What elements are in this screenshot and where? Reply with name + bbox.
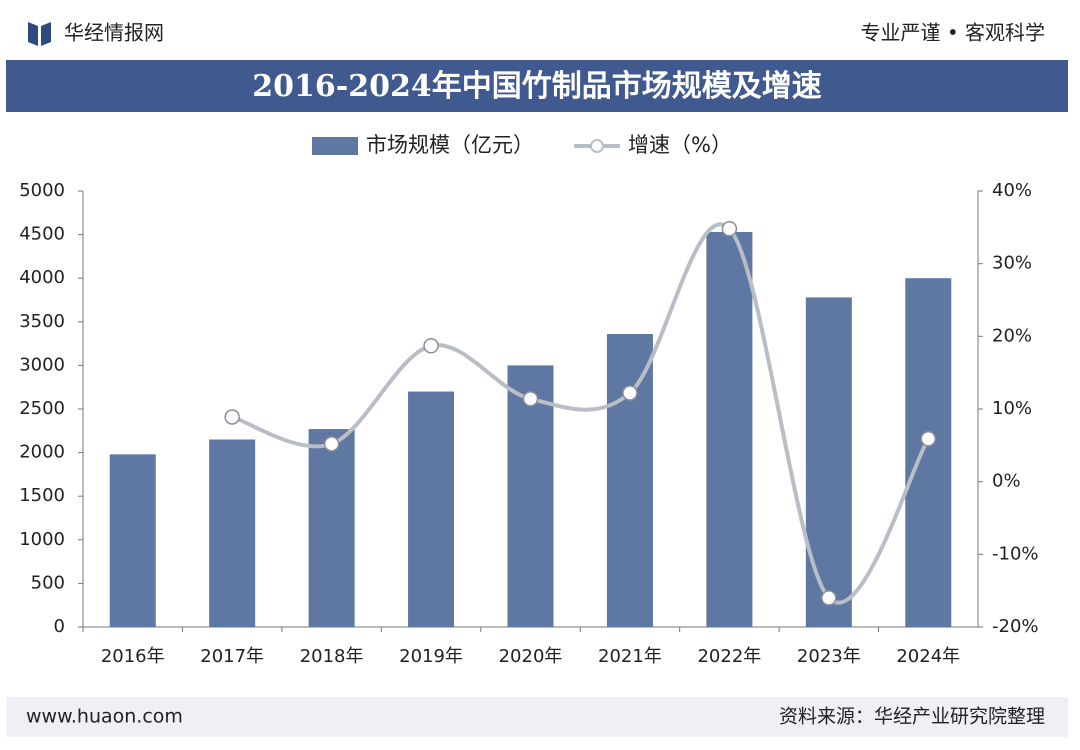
y-tick-label: 3500: [19, 311, 65, 332]
point: [423, 338, 439, 354]
y-tick-label: 5000: [19, 180, 65, 201]
y2-tick-label: 30%: [992, 253, 1032, 274]
x-tick-label: 2020年: [499, 646, 563, 667]
x-tick-label: 2022年: [697, 646, 761, 667]
y2-tick-label: -10%: [992, 543, 1039, 564]
y2-tick-label: 40%: [992, 180, 1032, 201]
y-tick-label: 4500: [19, 224, 65, 245]
x-tick-label: 2023年: [797, 646, 861, 667]
point: [323, 436, 340, 452]
x-tick-label: 2017年: [200, 646, 264, 667]
x-tick-label: 2024年: [896, 646, 960, 667]
bar: [606, 334, 653, 627]
website: www.huaon.com: [26, 706, 183, 728]
y-tick-label: 1500: [19, 485, 65, 506]
point: [622, 385, 638, 401]
x-tick-label: 2019年: [399, 646, 463, 667]
point: [821, 590, 837, 606]
bar: [408, 391, 455, 627]
point: [920, 431, 937, 447]
bar: [308, 429, 355, 627]
legend-swatch: [312, 137, 358, 155]
logo-text: 华经情报网: [64, 21, 164, 45]
x-tick-label: 2016年: [101, 646, 165, 667]
y2-tick-label: 20%: [992, 325, 1032, 346]
x-tick-label: 2018年: [300, 646, 364, 667]
x-tick-label: 2021年: [598, 646, 662, 667]
point: [224, 409, 240, 425]
slogan: 专业严谨 • 客观科学: [860, 21, 1045, 45]
bar: [706, 231, 753, 627]
y-tick-label: 2000: [19, 442, 65, 463]
bar: [507, 365, 554, 627]
chart-title: 2016-2024年中国竹制品市场规模及增速: [252, 69, 821, 104]
bar: [209, 439, 256, 627]
y2-tick-label: -20%: [992, 616, 1039, 637]
bar: [805, 297, 852, 627]
y-tick-label: 500: [31, 572, 65, 593]
y-tick-label: 4000: [19, 267, 65, 288]
bar: [905, 278, 952, 627]
y-tick-label: 3000: [19, 354, 65, 375]
y-tick-label: 1000: [19, 529, 65, 550]
y-tick-label: 2500: [19, 398, 65, 419]
legend-marker: [590, 139, 604, 153]
title-bar: [6, 60, 1068, 112]
y-tick-label: 0: [54, 616, 65, 637]
y2-tick-label: 0%: [992, 471, 1021, 492]
legend-label: 市场规模（亿元）: [366, 133, 534, 157]
point: [522, 391, 539, 407]
footer-bar: [6, 697, 1068, 737]
source: 资料来源：华经产业研究院整理: [779, 706, 1045, 728]
legend-label: 增速（%）: [628, 133, 732, 157]
point: [721, 221, 738, 237]
bar: [109, 454, 156, 627]
logo-icon: [28, 22, 51, 46]
y2-tick-label: 10%: [992, 398, 1032, 419]
